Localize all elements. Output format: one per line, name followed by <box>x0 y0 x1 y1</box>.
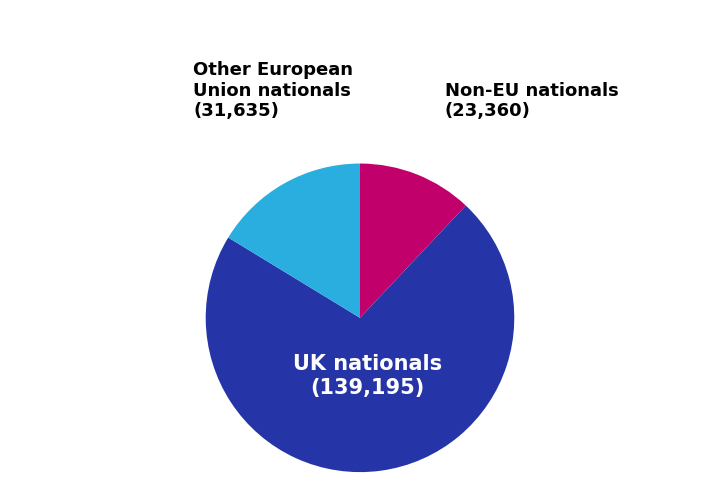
Wedge shape <box>206 205 514 472</box>
Text: Other European
Union nationals
(31,635): Other European Union nationals (31,635) <box>194 61 354 120</box>
Wedge shape <box>228 164 360 318</box>
Wedge shape <box>360 164 466 318</box>
Text: Non-EU nationals
(23,360): Non-EU nationals (23,360) <box>445 82 618 120</box>
Text: UK nationals
(139,195): UK nationals (139,195) <box>293 354 442 397</box>
